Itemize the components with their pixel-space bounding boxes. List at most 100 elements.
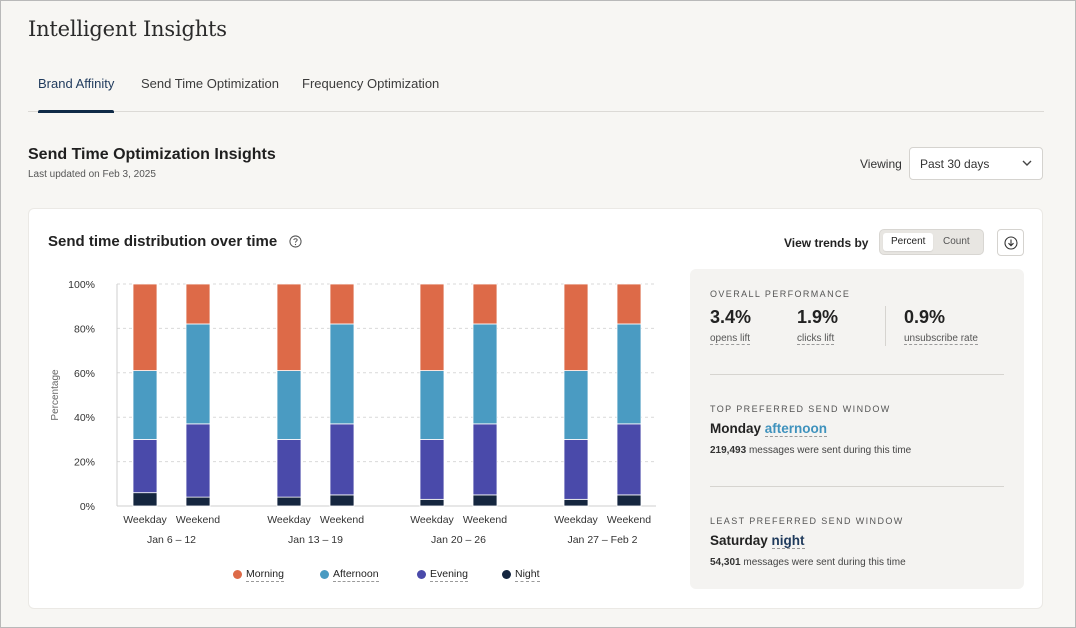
- clicks-lift-label[interactable]: clicks lift: [797, 333, 835, 345]
- opens-lift-label[interactable]: opens lift: [710, 333, 751, 345]
- bar-segment-morning: [276, 283, 302, 371]
- bar-segment-evening: [276, 438, 302, 498]
- top-window-kicker: TOP PREFERRED SEND WINDOW: [710, 404, 891, 414]
- download-button[interactable]: [997, 229, 1024, 256]
- last-updated-text: Last updated on Feb 3, 2025: [28, 169, 156, 180]
- metric-divider: [885, 306, 886, 346]
- x-group-label: Jan 27 – Feb 2: [567, 534, 637, 546]
- least-window-day: Saturday: [710, 533, 768, 548]
- bar-segment-morning: [419, 283, 445, 371]
- x-tick-label: Weekday: [554, 514, 598, 526]
- bar-segment-night: [132, 492, 158, 507]
- bar-segment-morning: [329, 283, 355, 325]
- bar-segment-night: [616, 494, 642, 507]
- viewing-label: Viewing: [860, 157, 902, 171]
- bar-segment-evening: [616, 423, 642, 496]
- bar-segment-night: [329, 494, 355, 507]
- legend-swatch-afternoon: [320, 570, 329, 579]
- section-title: Send Time Optimization Insights: [28, 146, 276, 163]
- top-window-suffix: messages were sent during this time: [748, 445, 912, 456]
- bar-segment-afternoon: [276, 370, 302, 440]
- bar-segment-night: [563, 498, 589, 507]
- y-tick-label: 80%: [74, 323, 95, 335]
- legend-label-evening: Evening: [430, 568, 468, 582]
- bar-segment-morning: [185, 283, 211, 325]
- tab-brand-affinity[interactable]: Brand Affinity: [38, 76, 115, 113]
- tab-frequency-optimization[interactable]: Frequency Optimization: [302, 76, 440, 91]
- x-tick-label: Weekend: [176, 514, 220, 526]
- card-title: Send time distribution over time: [48, 233, 278, 250]
- x-tick-label: Weekday: [410, 514, 454, 526]
- bar-segment-morning: [616, 283, 642, 325]
- top-window-summary: Monday afternoon: [710, 421, 828, 437]
- legend-swatch-evening: [417, 570, 426, 579]
- bar-segment-afternoon: [563, 370, 589, 440]
- x-group-label: Jan 6 – 12: [147, 534, 196, 546]
- performance-panel: OVERALL PERFORMANCE 3.4% opens lift 1.9%…: [690, 269, 1024, 589]
- legend-label-morning: Morning: [246, 568, 284, 582]
- panel-divider: [710, 374, 1004, 375]
- y-tick-label: 0%: [80, 501, 95, 513]
- view-trends-label: View trends by: [784, 236, 869, 250]
- top-window-day: Monday: [710, 421, 762, 436]
- y-tick-label: 20%: [74, 457, 95, 469]
- question-circle-icon[interactable]: [289, 235, 302, 248]
- bar-segment-evening: [329, 423, 355, 496]
- bar-segment-morning: [563, 283, 589, 371]
- clicks-lift-value: 1.9%: [797, 307, 839, 327]
- panel-divider: [710, 486, 1004, 487]
- x-tick-label: Weekend: [320, 514, 364, 526]
- bar-segment-evening: [563, 438, 589, 500]
- x-tick-label: Weekday: [123, 514, 167, 526]
- opens-lift-value: 3.4%: [710, 307, 752, 327]
- x-tick-label: Weekday: [267, 514, 311, 526]
- bar-segment-afternoon: [472, 323, 498, 425]
- least-window-summary: Saturday night: [710, 533, 805, 549]
- bar-segment-morning: [472, 283, 498, 325]
- bar-segment-afternoon: [419, 370, 445, 440]
- y-tick-label: 40%: [74, 412, 95, 424]
- unsubscribe-rate-label[interactable]: unsubscribe rate: [904, 333, 978, 345]
- legend-swatch-morning: [233, 570, 242, 579]
- bar-segment-evening: [132, 438, 158, 494]
- least-window-count: 54,301: [710, 557, 741, 568]
- legend-label-night: Night: [515, 568, 540, 582]
- least-window-suffix: messages were sent during this time: [743, 557, 906, 568]
- overall-performance-kicker: OVERALL PERFORMANCE: [710, 289, 851, 299]
- legend-swatch-night: [502, 570, 511, 579]
- bar-segment-evening: [419, 438, 445, 500]
- least-window-period[interactable]: night: [771, 533, 805, 549]
- viewing-dropdown[interactable]: Past 30 days: [909, 147, 1043, 180]
- y-axis-label: Percentage: [50, 369, 61, 421]
- x-tick-label: Weekend: [463, 514, 507, 526]
- x-group-label: Jan 13 – 19: [288, 534, 343, 546]
- distribution-card: Send time distribution over time View tr…: [28, 208, 1043, 609]
- app-title: Intelligent Insights: [28, 17, 227, 41]
- top-window-period[interactable]: afternoon: [764, 421, 828, 437]
- x-group-label: Jan 20 – 26: [431, 534, 486, 546]
- legend-label-afternoon: Afternoon: [333, 568, 379, 582]
- count-toggle-option[interactable]: Count: [943, 236, 970, 247]
- top-window-count: 219,493: [710, 445, 747, 456]
- percent-toggle-option[interactable]: Percent: [883, 233, 934, 251]
- bar-segment-afternoon: [616, 323, 642, 425]
- x-tick-label: Weekend: [607, 514, 651, 526]
- bar-segment-morning: [132, 283, 158, 371]
- top-window-message: 219,493 messages were sent during this t…: [710, 445, 911, 456]
- y-tick-label: 100%: [68, 279, 95, 291]
- bar-segment-afternoon: [185, 323, 211, 425]
- bar-segment-night: [276, 496, 302, 507]
- bar-segment-evening: [185, 423, 211, 498]
- bar-segment-evening: [472, 423, 498, 496]
- tab-send-time-optimization[interactable]: Send Time Optimization: [141, 76, 280, 91]
- bar-segment-night: [472, 494, 498, 507]
- trend-mode-toggle: Percent Count: [879, 229, 984, 255]
- bar-segment-night: [419, 498, 445, 507]
- unsubscribe-rate-value: 0.9%: [904, 307, 946, 327]
- viewing-dropdown-value: Past 30 days: [920, 157, 990, 171]
- bar-segment-afternoon: [329, 323, 355, 425]
- chevron-down-icon: [1022, 160, 1032, 166]
- least-window-message: 54,301 messages were sent during this ti…: [710, 557, 906, 568]
- least-window-kicker: LEAST PREFERRED SEND WINDOW: [710, 516, 904, 526]
- bar-segment-night: [185, 496, 211, 507]
